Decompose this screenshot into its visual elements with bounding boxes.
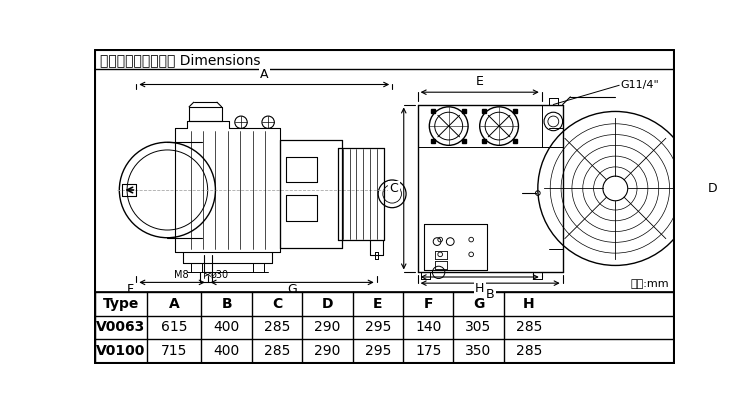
- Text: A: A: [169, 297, 180, 310]
- Text: B: B: [486, 288, 494, 301]
- Text: C: C: [272, 297, 282, 310]
- Text: E: E: [373, 297, 382, 310]
- Text: V0100: V0100: [96, 344, 146, 358]
- Text: B: B: [221, 297, 232, 310]
- Text: 285: 285: [516, 320, 542, 335]
- Text: Type: Type: [103, 297, 139, 310]
- Text: H: H: [523, 297, 535, 310]
- Text: 715: 715: [161, 344, 188, 358]
- Text: 350: 350: [466, 344, 492, 358]
- Text: F: F: [424, 297, 433, 310]
- Text: V0063: V0063: [96, 320, 146, 335]
- Text: 305: 305: [466, 320, 492, 335]
- Text: D: D: [707, 182, 717, 195]
- Text: C: C: [389, 182, 398, 195]
- Text: G: G: [287, 283, 297, 296]
- Text: H: H: [475, 282, 484, 294]
- Text: G: G: [472, 297, 484, 310]
- Text: 295: 295: [364, 320, 391, 335]
- Text: 外型尺寸及安裝尺寸 Dimensions: 外型尺寸及安裝尺寸 Dimensions: [100, 53, 260, 67]
- Text: M8: M8: [174, 270, 188, 280]
- Text: ø30: ø30: [211, 270, 229, 280]
- Text: 400: 400: [214, 320, 240, 335]
- Text: A: A: [260, 67, 268, 81]
- Text: 285: 285: [264, 320, 290, 335]
- Text: 290: 290: [314, 344, 340, 358]
- Text: 175: 175: [415, 344, 441, 358]
- Text: 285: 285: [264, 344, 290, 358]
- Text: 400: 400: [214, 344, 240, 358]
- Text: F: F: [127, 283, 134, 296]
- Text: 單位:mm: 單位:mm: [630, 279, 669, 289]
- Text: D: D: [322, 297, 333, 310]
- Text: 285: 285: [516, 344, 542, 358]
- Text: G11/4": G11/4": [621, 80, 659, 90]
- Text: 295: 295: [364, 344, 391, 358]
- Text: 140: 140: [415, 320, 441, 335]
- Text: 290: 290: [314, 320, 340, 335]
- Text: 615: 615: [161, 320, 188, 335]
- Text: E: E: [476, 75, 484, 88]
